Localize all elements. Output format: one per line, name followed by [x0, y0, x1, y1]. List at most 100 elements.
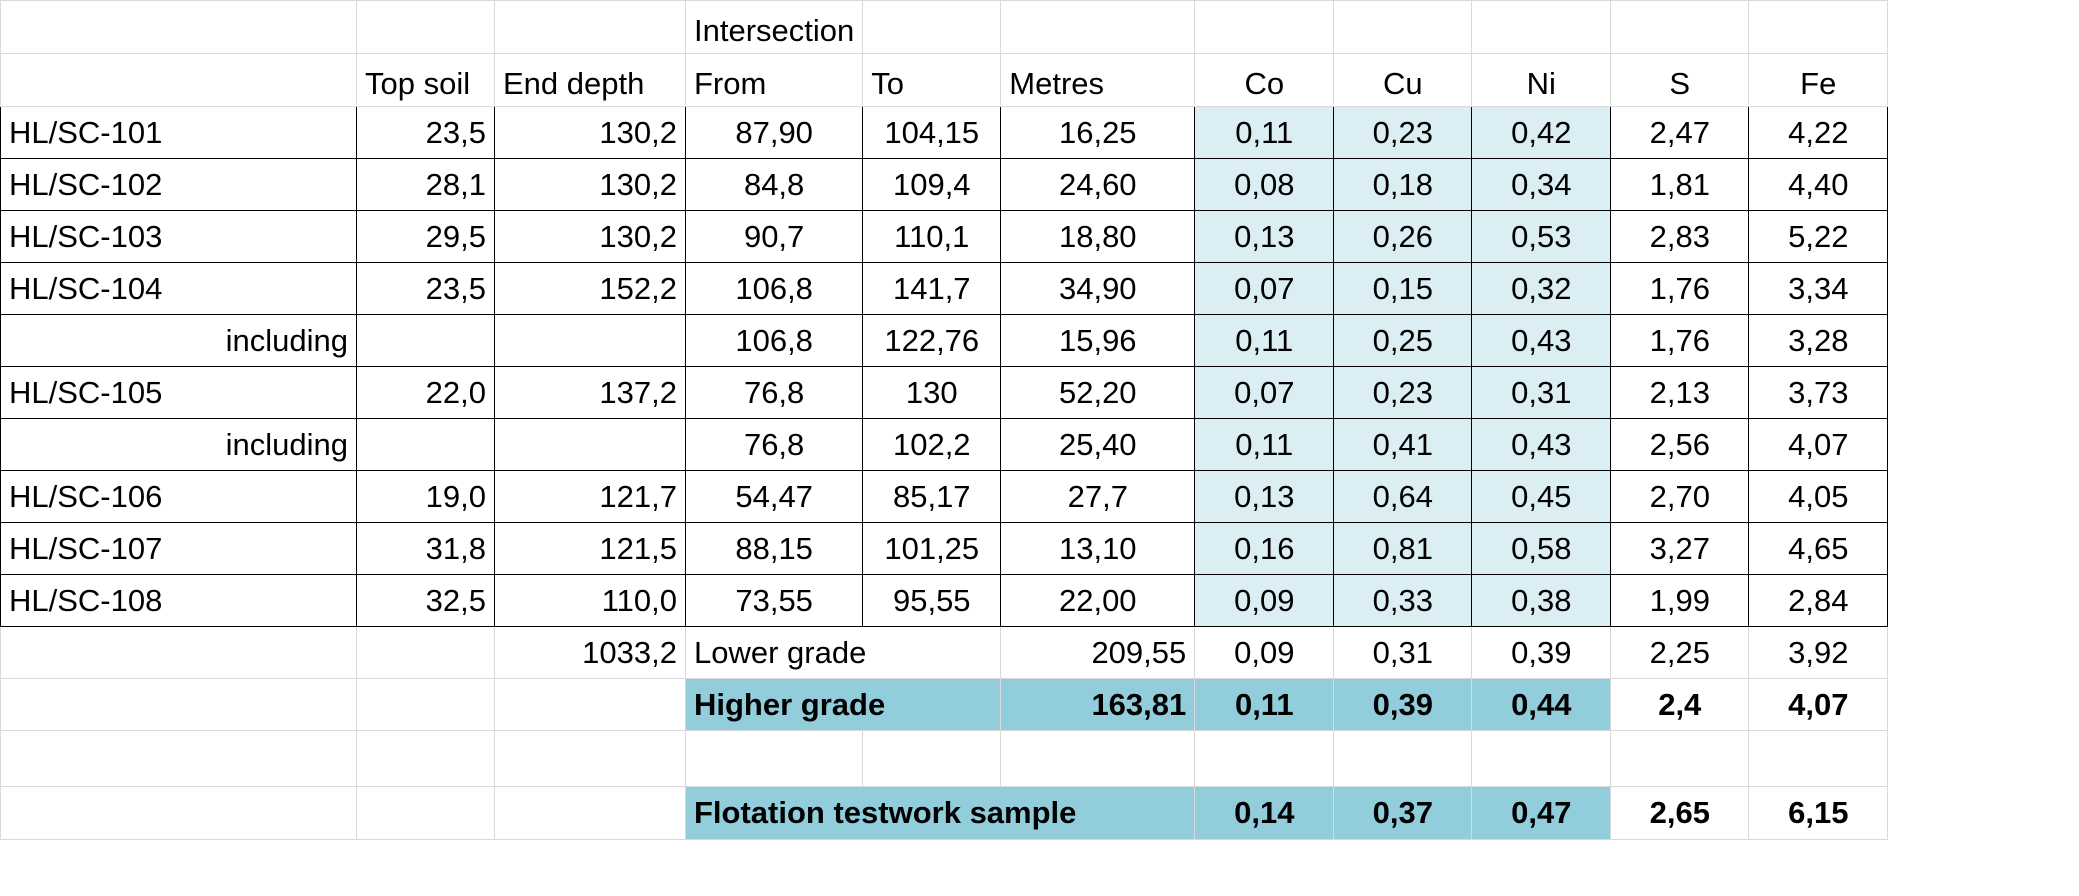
cell[interactable] — [1471, 730, 1612, 787]
to-cell[interactable]: 130 — [862, 366, 1002, 419]
column-header[interactable] — [0, 53, 357, 107]
to-cell[interactable]: 122,76 — [862, 314, 1002, 367]
cell[interactable] — [494, 678, 686, 731]
cu-cell[interactable]: 0,64 — [1333, 470, 1473, 523]
cell[interactable] — [0, 0, 357, 54]
hole-id-cell[interactable]: HL/SC-108 — [0, 574, 357, 627]
higher-grade-cu[interactable]: 0,39 — [1333, 678, 1473, 731]
column-header[interactable]: Co — [1194, 53, 1335, 107]
higher-grade-label[interactable]: Higher grade — [684, 678, 1002, 731]
cell[interactable] — [862, 730, 1002, 787]
cu-cell[interactable]: 0,33 — [1333, 574, 1473, 627]
total-depth-cell[interactable]: 1033,2 — [494, 626, 686, 679]
ni-cell[interactable]: 0,32 — [1471, 262, 1612, 315]
from-cell[interactable]: 76,8 — [684, 366, 864, 419]
ni-cell[interactable]: 0,43 — [1471, 314, 1612, 367]
cell[interactable] — [1333, 730, 1473, 787]
from-cell[interactable]: 88,15 — [684, 522, 864, 575]
metres-cell[interactable]: 16,25 — [1000, 106, 1196, 159]
lower-grade-ni[interactable]: 0,39 — [1471, 626, 1612, 679]
co-cell[interactable]: 0,09 — [1194, 574, 1335, 627]
s-cell[interactable]: 2,70 — [1610, 470, 1750, 523]
ni-cell[interactable]: 0,31 — [1471, 366, 1612, 419]
cell[interactable] — [1610, 0, 1750, 54]
co-cell[interactable]: 0,07 — [1194, 366, 1335, 419]
s-cell[interactable]: 2,47 — [1610, 106, 1750, 159]
hole-id-cell[interactable]: HL/SC-106 — [0, 470, 357, 523]
s-cell[interactable]: 3,27 — [1610, 522, 1750, 575]
co-cell[interactable]: 0,11 — [1194, 418, 1335, 471]
top-soil-cell[interactable]: 29,5 — [356, 210, 495, 263]
top-soil-cell[interactable]: 23,5 — [356, 262, 495, 315]
ni-cell[interactable]: 0,45 — [1471, 470, 1612, 523]
metres-cell[interactable]: 13,10 — [1000, 522, 1196, 575]
from-cell[interactable]: 106,8 — [684, 262, 864, 315]
hole-id-cell[interactable]: HL/SC-103 — [0, 210, 357, 263]
column-header[interactable]: S — [1610, 53, 1750, 107]
cell[interactable] — [1610, 730, 1750, 787]
metres-cell[interactable]: 18,80 — [1000, 210, 1196, 263]
top-soil-cell[interactable]: 31,8 — [356, 522, 495, 575]
s-cell[interactable]: 2,83 — [1610, 210, 1750, 263]
cell[interactable] — [494, 730, 686, 787]
to-cell[interactable]: 110,1 — [862, 210, 1002, 263]
lower-grade-cu[interactable]: 0,31 — [1333, 626, 1473, 679]
to-cell[interactable]: 85,17 — [862, 470, 1002, 523]
cu-cell[interactable]: 0,25 — [1333, 314, 1473, 367]
metres-cell[interactable]: 22,00 — [1000, 574, 1196, 627]
higher-grade-s[interactable]: 2,4 — [1610, 678, 1750, 731]
lower-grade-co[interactable]: 0,09 — [1194, 626, 1335, 679]
cu-cell[interactable]: 0,81 — [1333, 522, 1473, 575]
higher-grade-co[interactable]: 0,11 — [1194, 678, 1335, 731]
co-cell[interactable]: 0,16 — [1194, 522, 1335, 575]
hole-id-cell[interactable]: HL/SC-104 — [0, 262, 357, 315]
flotation-s[interactable]: 2,65 — [1610, 786, 1750, 840]
flotation-label[interactable]: Flotation testwork sample — [684, 786, 1196, 840]
lower-grade-metres[interactable]: 209,55 — [1000, 626, 1196, 679]
s-cell[interactable]: 1,81 — [1610, 158, 1750, 211]
column-header[interactable]: From — [684, 53, 864, 107]
s-cell[interactable]: 2,56 — [1610, 418, 1750, 471]
top-soil-cell[interactable]: 32,5 — [356, 574, 495, 627]
s-cell[interactable]: 1,99 — [1610, 574, 1750, 627]
cu-cell[interactable]: 0,18 — [1333, 158, 1473, 211]
lower-grade-fe[interactable]: 3,92 — [1748, 626, 1889, 679]
metres-cell[interactable]: 15,96 — [1000, 314, 1196, 367]
end-depth-cell[interactable]: 152,2 — [494, 262, 686, 315]
fe-cell[interactable]: 4,07 — [1748, 418, 1889, 471]
fe-cell[interactable]: 4,05 — [1748, 470, 1889, 523]
s-cell[interactable]: 1,76 — [1610, 262, 1750, 315]
cu-cell[interactable]: 0,15 — [1333, 262, 1473, 315]
from-cell[interactable]: 84,8 — [684, 158, 864, 211]
top-soil-cell[interactable]: 19,0 — [356, 470, 495, 523]
cu-cell[interactable]: 0,41 — [1333, 418, 1473, 471]
end-depth-cell[interactable] — [494, 418, 686, 471]
co-cell[interactable]: 0,11 — [1194, 106, 1335, 159]
lower-grade-s[interactable]: 2,25 — [1610, 626, 1750, 679]
metres-cell[interactable]: 25,40 — [1000, 418, 1196, 471]
from-cell[interactable]: 106,8 — [684, 314, 864, 367]
cell[interactable] — [1333, 0, 1473, 54]
ni-cell[interactable]: 0,38 — [1471, 574, 1612, 627]
cell[interactable] — [356, 0, 495, 54]
end-depth-cell[interactable]: 130,2 — [494, 210, 686, 263]
end-depth-cell[interactable]: 137,2 — [494, 366, 686, 419]
higher-grade-metres[interactable]: 163,81 — [1000, 678, 1196, 731]
to-cell[interactable]: 141,7 — [862, 262, 1002, 315]
from-cell[interactable]: 76,8 — [684, 418, 864, 471]
cell[interactable] — [356, 730, 495, 787]
cell[interactable] — [1471, 0, 1612, 54]
cell[interactable] — [0, 678, 357, 731]
end-depth-cell[interactable]: 121,5 — [494, 522, 686, 575]
flotation-co[interactable]: 0,14 — [1194, 786, 1335, 840]
cell[interactable] — [1748, 730, 1889, 787]
end-depth-cell[interactable]: 121,7 — [494, 470, 686, 523]
s-cell[interactable]: 1,76 — [1610, 314, 1750, 367]
co-cell[interactable]: 0,11 — [1194, 314, 1335, 367]
column-header[interactable]: Top soil — [356, 53, 495, 107]
lower-grade-label[interactable]: Lower grade — [684, 626, 1002, 679]
cell[interactable] — [1194, 0, 1335, 54]
flotation-fe[interactable]: 6,15 — [1748, 786, 1889, 840]
top-soil-cell[interactable]: 22,0 — [356, 366, 495, 419]
top-soil-cell[interactable]: 28,1 — [356, 158, 495, 211]
